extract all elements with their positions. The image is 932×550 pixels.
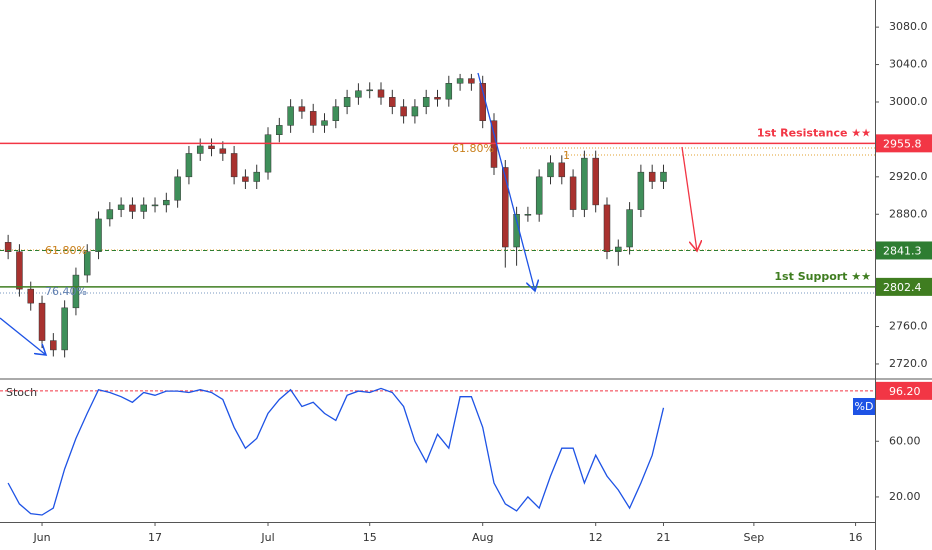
y-tick-label: 2880.0 <box>889 207 928 220</box>
arrow <box>681 146 697 251</box>
candle-body <box>535 176 543 215</box>
candle-body <box>4 242 12 252</box>
arrow <box>477 72 535 291</box>
candle-body <box>434 97 441 100</box>
candle-body <box>287 106 294 126</box>
candle-body <box>637 171 645 210</box>
candle-body <box>117 204 125 210</box>
candle-body <box>196 145 204 154</box>
x-tick-label: 12 <box>589 531 603 544</box>
fib-label: 1 <box>563 149 570 162</box>
y-tick-label: 2920.0 <box>889 170 928 183</box>
candle-body <box>648 171 656 182</box>
candle-body <box>400 106 407 117</box>
candle-body <box>389 97 396 107</box>
level-price-box <box>876 134 932 153</box>
candle-body <box>83 251 91 276</box>
legend-label: %D <box>855 400 874 413</box>
candle-body <box>38 302 46 341</box>
candle-body <box>230 153 238 178</box>
candle-body <box>456 78 464 84</box>
candle-body <box>502 167 509 248</box>
candle-body <box>140 204 147 212</box>
fib-label: 76.40% <box>45 285 87 298</box>
candle-body <box>332 106 340 121</box>
arrow <box>0 317 46 355</box>
y-tick-label: 3080.0 <box>889 20 928 33</box>
candle-body <box>61 307 68 351</box>
x-tick-label: Aug <box>472 531 493 544</box>
candle-body <box>343 97 351 107</box>
candle-body <box>72 274 80 309</box>
candle-body <box>27 288 34 304</box>
candle-body <box>95 218 102 252</box>
candle-body <box>581 157 588 210</box>
candle-body <box>185 153 193 178</box>
fib-label: 61.80% <box>452 142 494 155</box>
y-tick-label: 2760.0 <box>889 320 928 333</box>
candle-body <box>355 90 362 98</box>
candle-body <box>219 148 227 154</box>
candle-body <box>377 89 385 98</box>
candle-body <box>163 199 170 206</box>
level-name: 1st Support ★★ <box>774 270 871 283</box>
level-price-label: 2802.4 <box>883 281 922 294</box>
candle-body <box>592 157 599 206</box>
candle-body <box>264 134 272 173</box>
y-tick-label: 3040.0 <box>889 58 928 71</box>
y-tick-label: 2720.0 <box>889 357 928 370</box>
candle-body <box>16 251 23 290</box>
candle-body <box>524 214 532 216</box>
level-price-label: 2841.3 <box>883 244 922 257</box>
x-tick-label: Jun <box>32 531 50 544</box>
x-tick-label: 16 <box>849 531 863 544</box>
x-tick-label: Jul <box>260 531 274 544</box>
stoch-line <box>7 387 665 516</box>
y-tick-label: 60.00 <box>889 434 921 447</box>
candle-body <box>445 83 453 100</box>
level-price-label: 2955.8 <box>883 137 922 150</box>
candle-body <box>558 162 566 178</box>
candle-body <box>626 209 633 248</box>
y-tick-label: 3000.0 <box>889 95 928 108</box>
level-box <box>876 381 932 400</box>
candle-body <box>151 204 159 207</box>
candle-body <box>569 176 577 210</box>
candle-body <box>276 125 283 135</box>
fib-label: 61.80% <box>45 244 87 257</box>
candle-body <box>298 106 306 112</box>
candle-body <box>253 171 260 182</box>
level-name: 1st Resistance ★★ <box>757 126 871 139</box>
x-tick-label: 15 <box>363 531 377 544</box>
candle-body <box>660 171 667 182</box>
candle-body <box>309 111 317 126</box>
candle-body <box>615 246 622 252</box>
legend-box <box>853 398 875 415</box>
candle-body <box>50 340 57 351</box>
candle-body <box>174 176 181 201</box>
x-tick-label: 21 <box>656 531 670 544</box>
candle-body <box>468 78 475 84</box>
x-tick-label: Sep <box>744 531 765 544</box>
pane-title: Stoch <box>6 386 37 399</box>
candle-body <box>547 162 554 178</box>
candle-body <box>603 204 611 252</box>
x-tick-label: 17 <box>148 531 162 544</box>
candle-body <box>422 97 430 107</box>
candle-body <box>208 145 215 150</box>
candle-body <box>129 204 136 212</box>
y-tick-label: 20.00 <box>889 490 921 503</box>
level-label: 96.20 <box>889 385 921 398</box>
candle-body <box>321 120 328 126</box>
level-price-box <box>876 277 932 296</box>
candle-body <box>242 176 249 182</box>
candle-body <box>411 106 419 117</box>
level-price-box <box>876 241 932 260</box>
candle-body <box>366 89 373 92</box>
candle-body <box>106 209 114 220</box>
